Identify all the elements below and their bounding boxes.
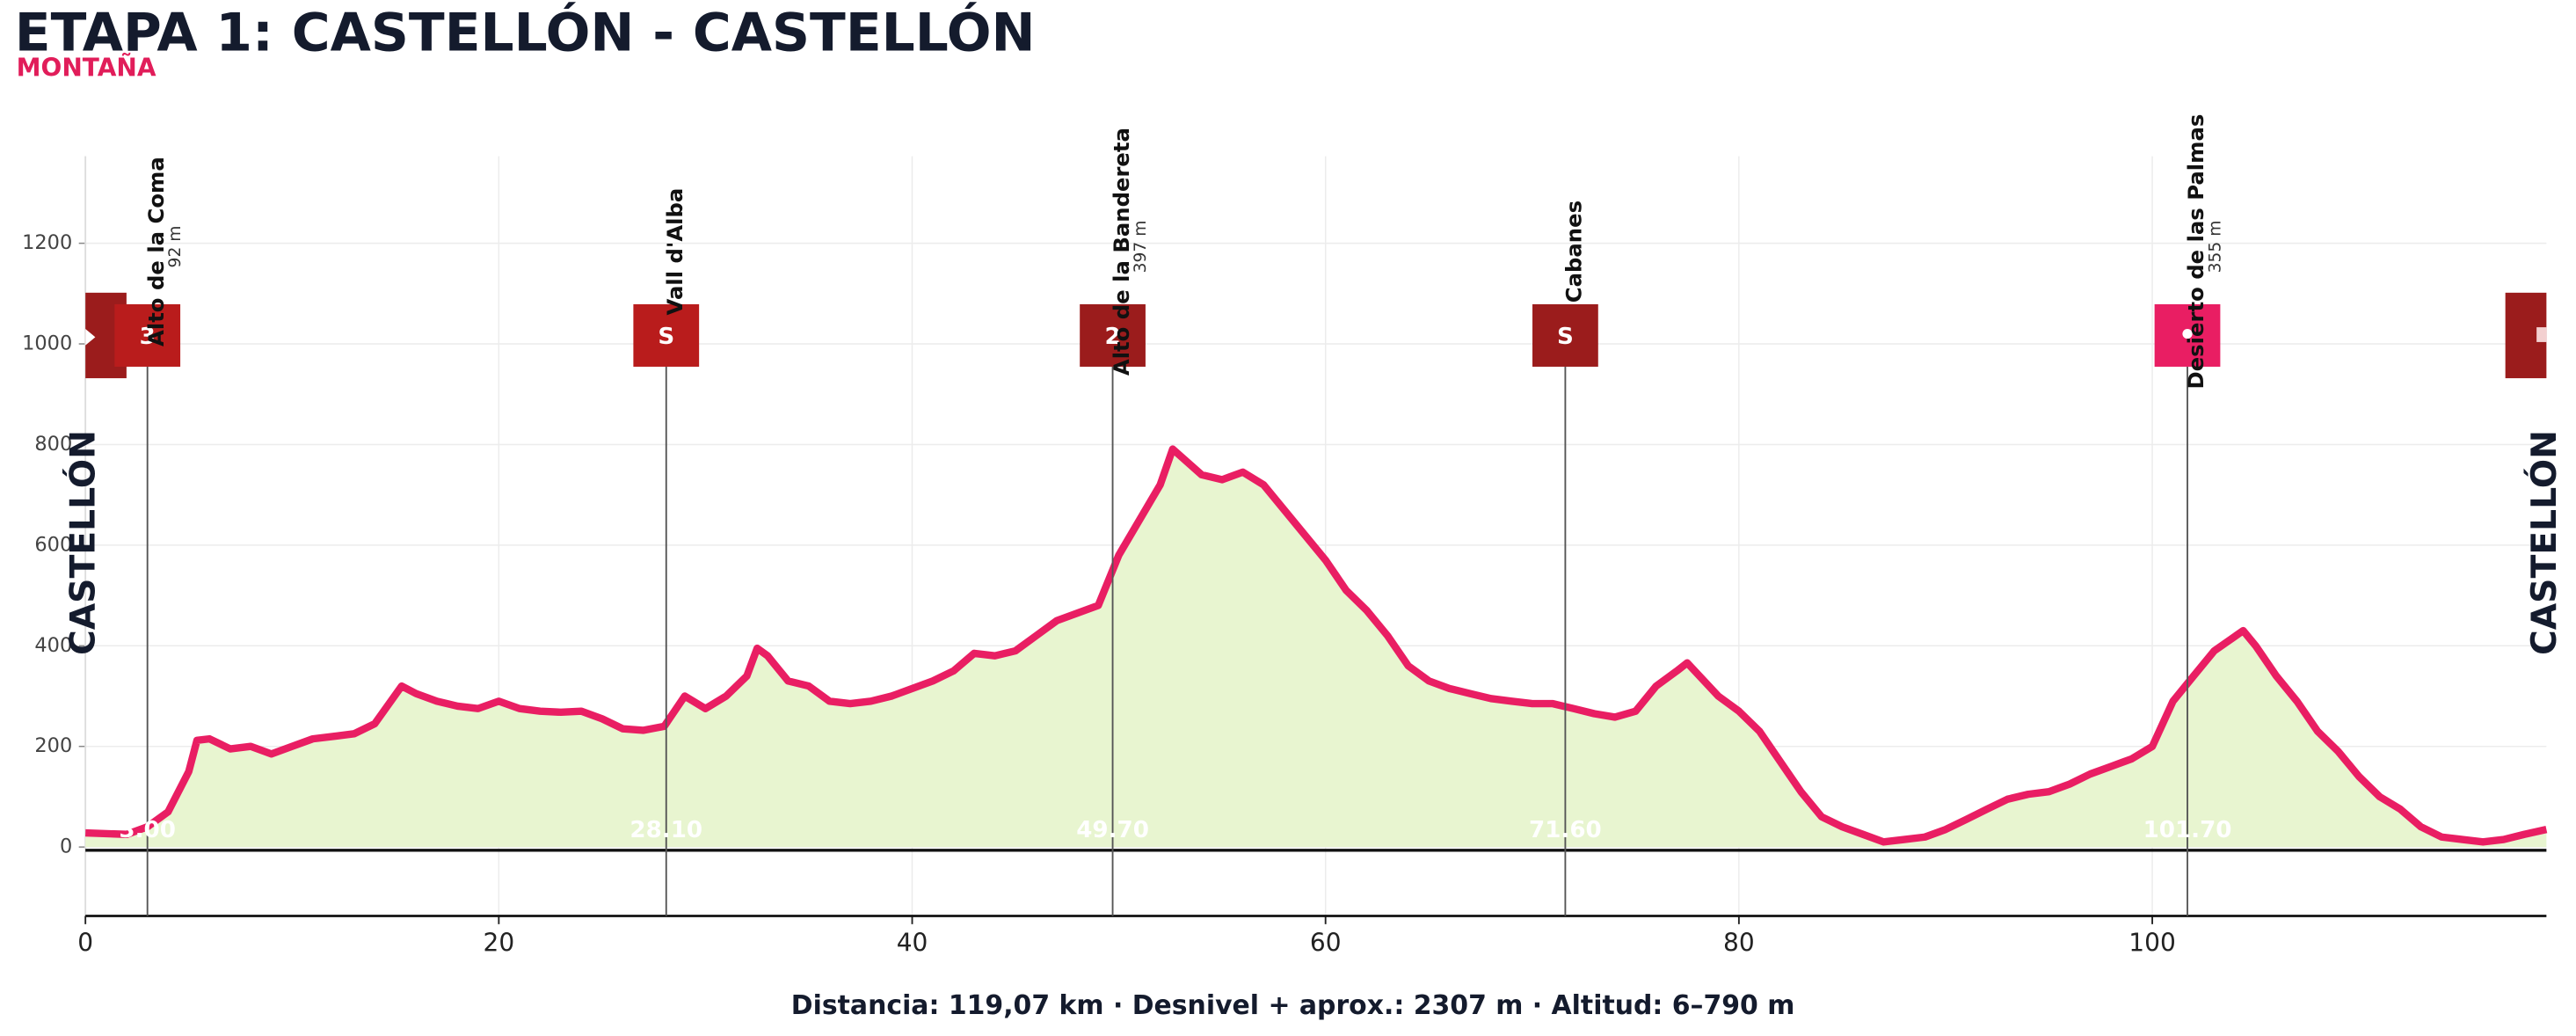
marker-altitude: 92 m [166,225,185,267]
marker-km: 101.70 [2143,817,2232,843]
y-tick-label: 200 [34,734,72,757]
marker-category: 3 [140,324,156,350]
start-label: CASTELLÓN [62,430,104,655]
profile-area [85,449,2547,848]
x-tick-label: 80 [1723,928,1755,957]
marker-category: S [1557,324,1574,350]
x-tick-label: 100 [2128,928,2175,957]
x-tick-label: 20 [484,928,515,957]
chart-title: ETAPA 1: CASTELLÓN - CASTELLÓN [15,2,1036,64]
marker-name: Vall d'Alba [662,188,688,316]
marker-km: 3.00 [119,817,176,843]
marker-category: S [658,324,674,350]
marker-km: 49.70 [1076,817,1149,843]
x-tick-label: 40 [897,928,928,957]
chart-subtitle: MONTAÑA [17,53,156,83]
x-tick-label: 0 [77,928,93,957]
y-tick-label: 600 [34,533,72,556]
marker-name: Desierto de las Palmas [2183,114,2209,390]
profile-line [85,445,2548,846]
finish-icon [2536,327,2547,342]
marker-category: 2 [1104,324,1120,350]
marker-box [114,303,181,367]
finish-label: CASTELLÓN [2523,430,2565,655]
marker-box [633,303,700,367]
marker-km: 28.10 [629,817,702,843]
x-tick-label: 60 [1310,928,1342,957]
y-tick-label: 800 [34,433,72,456]
marker-km: 71.60 [1529,817,1602,843]
marker-name: Alto de la Coma [143,157,169,347]
marker-box [1532,303,1598,367]
y-tick-label: 1000 [22,332,72,355]
marker-name: Alto de la Bandereta [1109,128,1134,376]
footer: Distancia: 119,07 km · Desnivel + aprox.… [791,990,1795,1021]
marker-altitude: 397 m [1132,221,1150,274]
marker-name: Cabanes [1561,201,1587,303]
marker-icon [2182,328,2193,339]
start-icon [85,328,96,346]
marker-altitude: 355 m [2206,221,2224,274]
marker-box [1080,303,1146,367]
y-tick-label: 1200 [22,231,72,254]
y-tick-label: 400 [34,634,72,657]
y-tick-label: 0 [60,835,72,858]
